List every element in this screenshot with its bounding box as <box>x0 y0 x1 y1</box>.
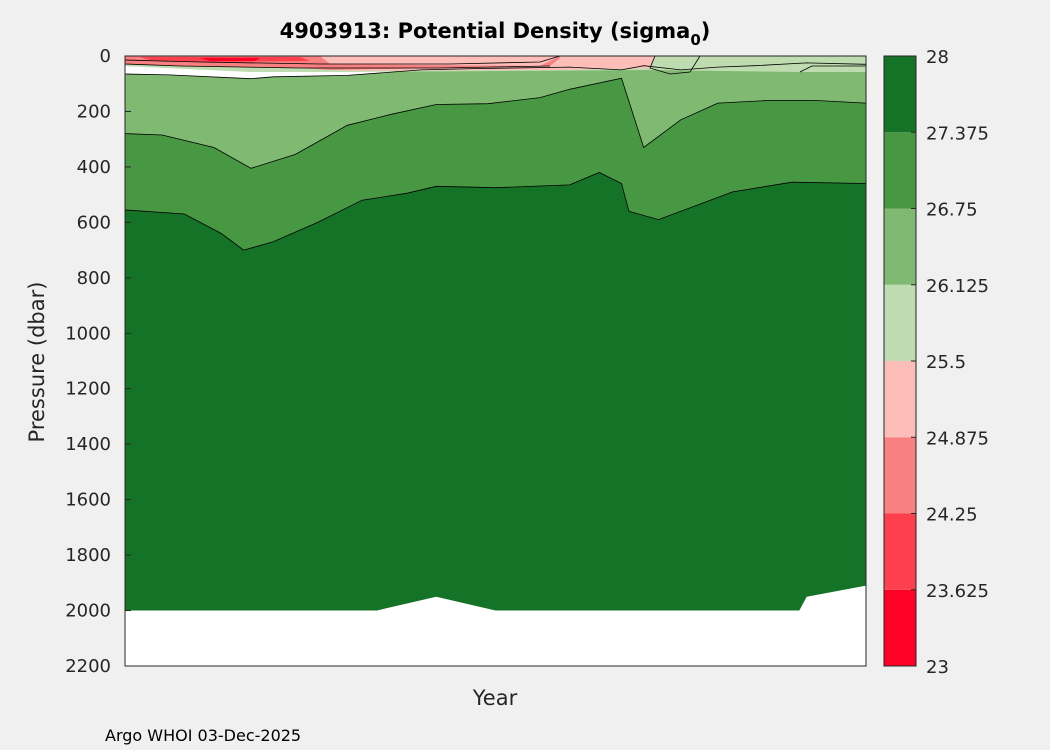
isopycnal-line-surface-1 <box>124 63 551 69</box>
density-layer-26750-27375 <box>125 78 866 251</box>
colorbar-tick-label: 24.25 <box>926 505 978 526</box>
isopycnal-line-upper <box>124 77 867 169</box>
y-tick-label: 800 <box>77 268 111 289</box>
colorbar-swatch <box>884 589 916 666</box>
density-layer-27375-28 <box>125 172 866 611</box>
colorbar-swatch <box>884 437 916 514</box>
density-layer-26125-26750 <box>125 62 866 169</box>
chart-title-close: ) <box>701 19 711 43</box>
colorbar-tick-label: 28 <box>926 47 949 68</box>
colorbar-tick-label: 26.125 <box>926 276 989 297</box>
y-tick-label: 1000 <box>65 323 111 344</box>
footer-source: Argo WHOI 03-Dec-2025 <box>105 726 301 745</box>
x-axis-label: Year <box>472 686 518 710</box>
chart-title-subscript: 0 <box>690 31 700 49</box>
y-tick-label: 1400 <box>65 434 111 455</box>
chart-title-main: 4903913: Potential Density (sigma <box>280 19 691 43</box>
colorbar-swatch <box>884 513 916 590</box>
colorbar-tick-label: 23.625 <box>926 581 989 602</box>
y-tick-label: 1600 <box>65 490 111 511</box>
colorbar-swatch <box>884 56 916 133</box>
y-tick-label: 400 <box>77 157 111 178</box>
colorbar-swatch <box>884 132 916 209</box>
y-tick-label: 2200 <box>65 656 111 677</box>
y-tick-label: 1200 <box>65 379 111 400</box>
colorbar-ticks: 23 23.625 24.25 24.875 25.5 26.125 26.75 27.375… <box>911 47 989 678</box>
y-tick-label: 200 <box>77 101 111 122</box>
colorbar-swatch <box>884 208 916 285</box>
colorbar-tick-label: 24.875 <box>926 428 989 449</box>
y-axis: 0 200 400 600 800 1000 1200 1400 1600 1800 2000 220… <box>65 46 131 677</box>
plot-area: 0 200 400 600 800 1000 1200 1400 1600 1800 2000 220… <box>65 46 867 677</box>
y-tick-label: 1800 <box>65 545 111 566</box>
chart-title: 4903913: Potential Density (sigma0) <box>280 19 711 49</box>
isopycnal-line-surface-3 <box>649 55 701 75</box>
colorbar-swatch <box>884 284 916 361</box>
y-axis-label: Pressure (dbar) <box>25 282 49 443</box>
colorbar: 23 23.625 24.25 24.875 25.5 26.125 26.75 27.375… <box>883 47 989 678</box>
colorbar-tick-label: 27.375 <box>926 123 989 144</box>
isopycnal-line-surface-2 <box>124 55 561 65</box>
colorbar-tick-label: 23 <box>926 657 949 678</box>
colorbar-tick-label: 26.75 <box>926 200 978 221</box>
density-layer-23000-23625 <box>200 58 260 61</box>
y-tick-label: 0 <box>100 46 111 67</box>
isopycnal-line-surface-4 <box>799 65 866 73</box>
isopycnal-line-deep <box>124 172 867 251</box>
isopycnal-line-top <box>124 62 867 80</box>
y-tick-label: 2000 <box>65 601 111 622</box>
colorbar-swatches <box>884 56 916 666</box>
colorbar-swatch <box>884 361 916 438</box>
surface-layer <box>125 56 866 72</box>
plot-border <box>124 55 867 667</box>
y-tick-label: 600 <box>77 212 111 233</box>
colorbar-tick-label: 25.5 <box>926 352 966 373</box>
